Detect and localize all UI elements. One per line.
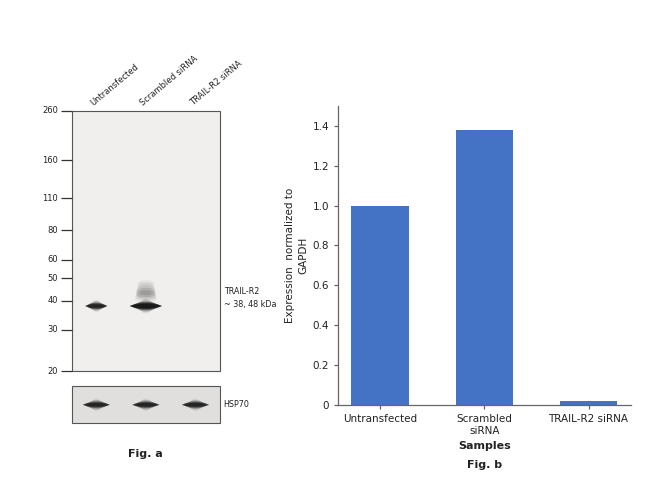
Ellipse shape: [136, 293, 156, 297]
Ellipse shape: [136, 401, 156, 408]
Text: 50: 50: [47, 274, 58, 282]
Ellipse shape: [136, 291, 156, 295]
Ellipse shape: [136, 300, 155, 312]
Ellipse shape: [136, 288, 155, 292]
Text: 80: 80: [47, 226, 58, 235]
Ellipse shape: [188, 400, 203, 410]
Text: 160: 160: [42, 156, 58, 165]
Text: 60: 60: [47, 255, 58, 264]
Text: Untransfected: Untransfected: [89, 62, 140, 107]
Text: ~ 38, 48 kDa: ~ 38, 48 kDa: [224, 300, 276, 309]
Ellipse shape: [138, 400, 154, 410]
Text: 40: 40: [47, 296, 58, 305]
Ellipse shape: [85, 304, 107, 308]
Ellipse shape: [139, 299, 152, 313]
Ellipse shape: [88, 302, 105, 309]
Ellipse shape: [90, 301, 103, 311]
Text: 260: 260: [42, 107, 58, 115]
Ellipse shape: [135, 294, 156, 298]
Ellipse shape: [83, 403, 110, 406]
Ellipse shape: [92, 300, 101, 312]
Ellipse shape: [130, 304, 162, 308]
Ellipse shape: [86, 303, 106, 308]
Ellipse shape: [137, 285, 155, 289]
Bar: [351, 206, 409, 405]
Ellipse shape: [137, 283, 154, 288]
Text: TRAIL-R2 siRNA: TRAIL-R2 siRNA: [188, 59, 244, 107]
Text: 110: 110: [42, 194, 58, 202]
Text: 30: 30: [47, 325, 58, 335]
Bar: [72, 387, 220, 423]
Ellipse shape: [133, 403, 159, 406]
Text: 20: 20: [47, 367, 58, 375]
Ellipse shape: [138, 281, 154, 286]
Text: TRAIL-R2: TRAIL-R2: [224, 287, 259, 296]
Ellipse shape: [135, 296, 157, 300]
Ellipse shape: [134, 402, 158, 407]
Text: Scrambled siRNA: Scrambled siRNA: [138, 54, 200, 107]
Ellipse shape: [185, 401, 205, 408]
Ellipse shape: [140, 399, 151, 411]
Text: HSP70: HSP70: [224, 400, 250, 409]
Ellipse shape: [184, 402, 207, 407]
Ellipse shape: [190, 399, 201, 411]
Ellipse shape: [86, 401, 107, 408]
Ellipse shape: [135, 297, 157, 302]
Ellipse shape: [91, 399, 102, 411]
X-axis label: Samples: Samples: [458, 441, 511, 451]
Text: Fig. b: Fig. b: [467, 460, 502, 470]
Ellipse shape: [137, 286, 155, 291]
Ellipse shape: [136, 290, 155, 294]
Ellipse shape: [88, 400, 104, 410]
Bar: [72, 111, 220, 371]
Ellipse shape: [134, 302, 158, 310]
Ellipse shape: [84, 402, 108, 407]
Bar: [560, 401, 618, 405]
Ellipse shape: [132, 303, 160, 309]
Ellipse shape: [182, 403, 209, 406]
Bar: [456, 130, 513, 405]
Text: Fig. a: Fig. a: [129, 449, 163, 458]
Y-axis label: Expression  normalized to
GAPDH: Expression normalized to GAPDH: [285, 188, 308, 323]
